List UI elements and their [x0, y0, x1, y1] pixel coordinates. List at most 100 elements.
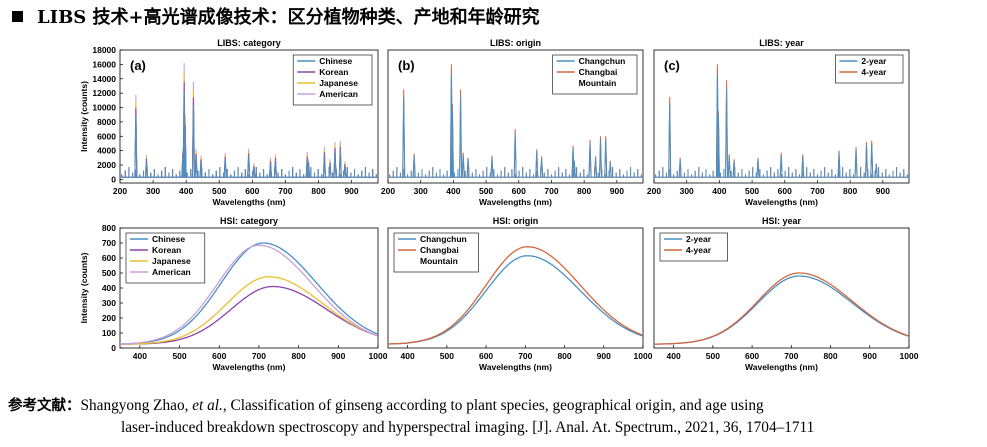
legend-entry: Changchun — [579, 56, 626, 66]
y-tick-label: 100 — [102, 328, 116, 338]
y-tick-label: 300 — [102, 298, 116, 308]
x-tick-label: 1000 — [369, 351, 388, 361]
x-tick-label: 500 — [172, 351, 186, 361]
x-tick-label: 200 — [647, 186, 661, 196]
y-tick-label: 400 — [102, 283, 116, 293]
spectrum-line-changchun — [388, 73, 643, 178]
plot-frame — [387, 227, 644, 349]
legend-entry: 2-year — [686, 234, 712, 244]
x-tick-label: 200 — [381, 186, 395, 196]
reference-line2: laser-induced breakdown spectroscopy and… — [121, 419, 815, 436]
x-tick-label: 800 — [823, 351, 837, 361]
y-axis-label: Intensity (counts) — [79, 252, 89, 323]
x-tick-label: 500 — [479, 186, 493, 196]
chart-title: HSI: year — [762, 216, 802, 226]
reference-etal: et al. — [192, 397, 223, 414]
panel-label: (b) — [398, 58, 415, 73]
chart-panel-2: LIBS: origin (b) 200 300 400 500 600 700 800 900 W… — [381, 38, 644, 207]
legend-entry: Chinese — [152, 234, 185, 244]
x-tick-label: 900 — [344, 186, 358, 196]
legend-entry: Japanese — [152, 256, 191, 266]
x-axis-label: Wavelengths (nm) — [213, 197, 286, 207]
y-tick-label: 200 — [102, 313, 116, 323]
x-tick-label: 800 — [577, 186, 591, 196]
panel-label: (a) — [130, 58, 146, 73]
bullet-square-icon — [12, 10, 23, 22]
x-tick-label: 1000 — [634, 351, 653, 361]
reference-line1: , Classification of ginseng according to… — [222, 397, 764, 414]
legend-entry: Changbai — [579, 67, 618, 77]
x-tick-label: 700 — [810, 186, 824, 196]
legend-box — [659, 232, 728, 262]
chart-panel-6: HSI: year(f)4005006007008009001000Wavele… — [653, 216, 919, 372]
figure-panels: LIBS: category (a) 200 300 400 500 600 700 800 90… — [79, 38, 919, 372]
x-tick-label: 300 — [414, 186, 428, 196]
chart-title: LIBS: year — [759, 38, 804, 48]
chart-title: HSI: category — [220, 216, 278, 226]
plot-frame — [653, 227, 910, 349]
x-tick-label: 800 — [292, 351, 306, 361]
y-tick-label: 10000 — [92, 103, 116, 113]
x-tick-label: 600 — [512, 186, 526, 196]
chart-panel-4: HSI: category(d)4005006007008009001000Wa… — [79, 216, 388, 372]
chart-title: LIBS: category — [217, 38, 281, 48]
y-tick-label: 12000 — [92, 88, 116, 98]
x-tick-label: 700 — [252, 351, 266, 361]
x-tick-label: 700 — [784, 351, 798, 361]
x-axis-label: Wavelengths (nm) — [479, 197, 552, 207]
y-tick-label: 4000 — [97, 146, 116, 156]
panel-label: (c) — [664, 58, 680, 73]
x-tick-label: 700 — [278, 186, 292, 196]
curve-changbai — [387, 246, 643, 345]
x-tick-label: 1000 — [900, 351, 919, 361]
x-tick-label: 400 — [133, 351, 147, 361]
x-tick-label: 800 — [843, 186, 857, 196]
y-tick-label: 6000 — [97, 131, 116, 141]
legend-box — [292, 54, 373, 106]
x-tick-label: 600 — [479, 351, 493, 361]
x-tick-label: 400 — [179, 186, 193, 196]
curve-american — [120, 244, 378, 345]
x-tick-label: 700 — [544, 186, 558, 196]
legend-box — [835, 54, 904, 84]
chart-panel-5: HSI: origin(e)4005006007008009001000Wave… — [387, 216, 653, 372]
spectrum-line-chinese — [120, 90, 378, 178]
y-tick-label: 0 — [111, 174, 116, 184]
legend-entry: American — [152, 267, 191, 277]
reference-block: 参考文献：Shangyong Zhao, et al., Classificat… — [8, 395, 983, 439]
heading-text: LIBS 技术+高光谱成像技术：区分植物种类、产地和年龄研究 — [37, 7, 540, 28]
y-tick-label: 14000 — [92, 74, 116, 84]
x-tick-label: 600 — [245, 186, 259, 196]
legend-entry: Mountain — [579, 78, 617, 88]
x-axis-label: Wavelengths (nm) — [745, 197, 818, 207]
legend-entry: 4-year — [861, 67, 887, 77]
legend-entry: 2-year — [861, 56, 887, 66]
legend-entry: Mountain — [420, 256, 458, 266]
x-tick-label: 500 — [745, 186, 759, 196]
x-tick-label: 700 — [518, 351, 532, 361]
legend-entry: Changbai — [420, 245, 459, 255]
curve-japanese — [120, 276, 378, 345]
y-tick-label: 0 — [111, 343, 116, 353]
legend-entry: American — [319, 89, 358, 99]
x-tick-label: 900 — [331, 351, 345, 361]
x-tick-label: 200 — [113, 186, 127, 196]
x-tick-label: 900 — [610, 186, 624, 196]
spectrum-line-2-year — [654, 73, 909, 178]
x-tick-label: 600 — [745, 351, 759, 361]
legend-entry: Changchun — [420, 234, 467, 244]
x-tick-label: 900 — [597, 351, 611, 361]
y-tick-label: 700 — [102, 238, 116, 248]
y-tick-label: 8000 — [97, 117, 116, 127]
chart-title: LIBS: origin — [490, 38, 541, 48]
legend-entry: 4-year — [686, 245, 712, 255]
x-tick-label: 400 — [446, 186, 460, 196]
x-tick-label: 900 — [876, 186, 890, 196]
legend-entry: Japanese — [319, 78, 358, 88]
plot-frame — [653, 49, 910, 184]
x-tick-label: 400 — [401, 351, 415, 361]
legend-box — [125, 232, 206, 284]
